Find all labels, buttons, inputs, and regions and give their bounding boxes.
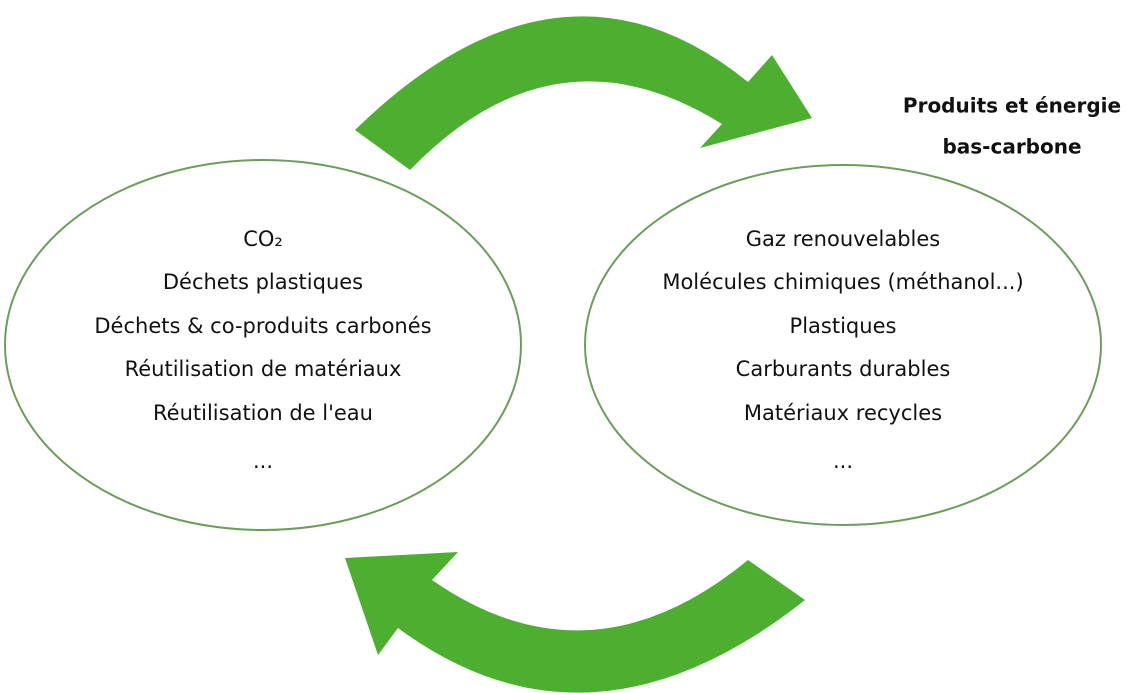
items: CO₂ Déchets plastiques Déchets & co-produi…	[94, 227, 1023, 473]
bottom-arrow	[345, 552, 805, 693]
left-item: Déchets & co-produits carbonés	[94, 314, 431, 338]
left-item: Réutilisation de matériaux	[125, 357, 402, 381]
left-ellipse	[4, 159, 522, 531]
output-label: bas-carbone	[942, 135, 1081, 159]
left-item: CO₂	[243, 227, 283, 251]
top-arrow	[355, 16, 812, 170]
right-item: Molécules chimiques (méthanol...)	[662, 270, 1023, 294]
left-item: Réutilisation de l'eau	[153, 401, 373, 425]
right-item: Carburants durables	[736, 357, 951, 381]
right-ellipse	[584, 164, 1102, 526]
right-item: Gaz renouvelables	[746, 227, 940, 251]
output-label: Produits et énergie	[903, 94, 1121, 118]
right-item: Plastiques	[790, 314, 897, 338]
left-item: Déchets plastiques	[163, 270, 363, 294]
left-item: ...	[253, 449, 273, 473]
right-item: ...	[833, 449, 853, 473]
right-item: Matériaux recycles	[744, 401, 942, 425]
